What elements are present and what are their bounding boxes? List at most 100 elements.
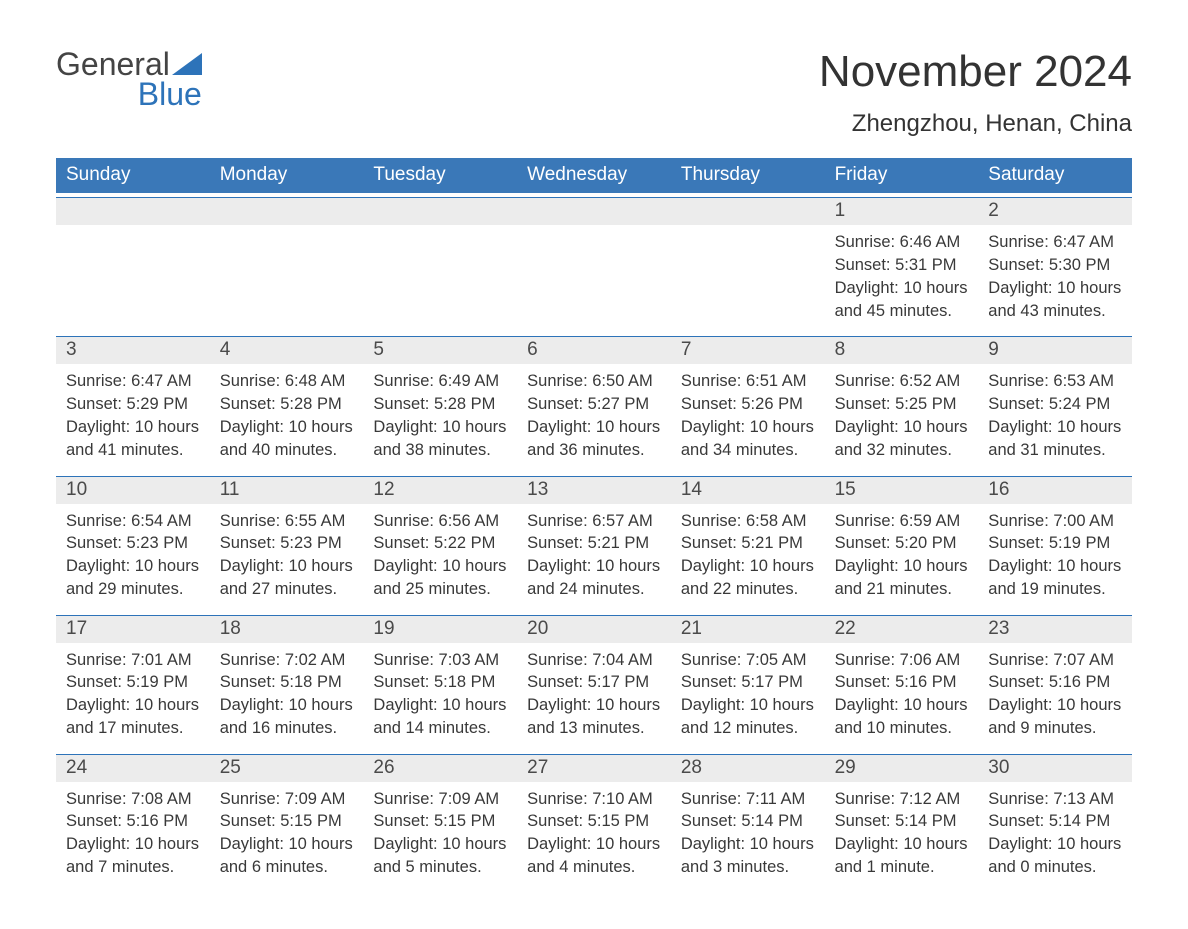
- sunrise-text: Sunrise: 7:09 AM: [373, 788, 513, 811]
- sunset-text: Sunset: 5:23 PM: [220, 532, 360, 555]
- day-number: [210, 197, 364, 225]
- day-cell: 13Sunrise: 6:57 AMSunset: 5:21 PMDayligh…: [517, 476, 671, 611]
- sunset-text: Sunset: 5:21 PM: [681, 532, 821, 555]
- day-details: Sunrise: 6:59 AMSunset: 5:20 PMDaylight:…: [825, 504, 979, 601]
- day-details: Sunrise: 7:05 AMSunset: 5:17 PMDaylight:…: [671, 643, 825, 740]
- daylight-text: Daylight: 10 hours and 7 minutes.: [66, 833, 206, 879]
- daylight-text: Daylight: 10 hours and 17 minutes.: [66, 694, 206, 740]
- sunset-text: Sunset: 5:16 PM: [66, 810, 206, 833]
- day-number: [363, 197, 517, 225]
- day-details: Sunrise: 7:06 AMSunset: 5:16 PMDaylight:…: [825, 643, 979, 740]
- sunrise-text: Sunrise: 6:53 AM: [988, 370, 1128, 393]
- daylight-text: Daylight: 10 hours and 41 minutes.: [66, 416, 206, 462]
- sunset-text: Sunset: 5:20 PM: [835, 532, 975, 555]
- sunrise-text: Sunrise: 6:58 AM: [681, 510, 821, 533]
- day-number: 18: [210, 615, 364, 643]
- day-number: 28: [671, 754, 825, 782]
- day-cell: 18Sunrise: 7:02 AMSunset: 5:18 PMDayligh…: [210, 615, 364, 750]
- sunset-text: Sunset: 5:17 PM: [527, 671, 667, 694]
- sunrise-text: Sunrise: 6:54 AM: [66, 510, 206, 533]
- day-number: 4: [210, 336, 364, 364]
- day-number: 11: [210, 476, 364, 504]
- sunrise-text: Sunrise: 7:11 AM: [681, 788, 821, 811]
- day-number: 15: [825, 476, 979, 504]
- day-details: Sunrise: 7:12 AMSunset: 5:14 PMDaylight:…: [825, 782, 979, 879]
- day-number: 1: [825, 197, 979, 225]
- daylight-text: Daylight: 10 hours and 36 minutes.: [527, 416, 667, 462]
- sunrise-text: Sunrise: 6:47 AM: [988, 231, 1128, 254]
- day-number: 27: [517, 754, 671, 782]
- day-details: Sunrise: 6:46 AMSunset: 5:31 PMDaylight:…: [825, 225, 979, 322]
- sunset-text: Sunset: 5:22 PM: [373, 532, 513, 555]
- sunset-text: Sunset: 5:16 PM: [988, 671, 1128, 694]
- sunrise-text: Sunrise: 7:00 AM: [988, 510, 1128, 533]
- sunset-text: Sunset: 5:30 PM: [988, 254, 1128, 277]
- sunset-text: Sunset: 5:14 PM: [835, 810, 975, 833]
- day-details: Sunrise: 7:00 AMSunset: 5:19 PMDaylight:…: [978, 504, 1132, 601]
- day-cell: 6Sunrise: 6:50 AMSunset: 5:27 PMDaylight…: [517, 336, 671, 471]
- day-details: Sunrise: 7:01 AMSunset: 5:19 PMDaylight:…: [56, 643, 210, 740]
- sunrise-text: Sunrise: 6:46 AM: [835, 231, 975, 254]
- day-details: Sunrise: 7:07 AMSunset: 5:16 PMDaylight:…: [978, 643, 1132, 740]
- sunrise-text: Sunrise: 6:57 AM: [527, 510, 667, 533]
- day-details: Sunrise: 7:13 AMSunset: 5:14 PMDaylight:…: [978, 782, 1132, 879]
- day-number: 22: [825, 615, 979, 643]
- weeks-container: 1Sunrise: 6:46 AMSunset: 5:31 PMDaylight…: [56, 197, 1132, 888]
- day-cell: 14Sunrise: 6:58 AMSunset: 5:21 PMDayligh…: [671, 476, 825, 611]
- sunset-text: Sunset: 5:23 PM: [66, 532, 206, 555]
- sunset-text: Sunset: 5:15 PM: [220, 810, 360, 833]
- week-row: 1Sunrise: 6:46 AMSunset: 5:31 PMDaylight…: [56, 197, 1132, 332]
- sunset-text: Sunset: 5:21 PM: [527, 532, 667, 555]
- day-details: Sunrise: 6:47 AMSunset: 5:29 PMDaylight:…: [56, 364, 210, 461]
- day-cell: 9Sunrise: 6:53 AMSunset: 5:24 PMDaylight…: [978, 336, 1132, 471]
- sunset-text: Sunset: 5:16 PM: [835, 671, 975, 694]
- title-block: November 2024 Zhengzhou, Henan, China: [819, 48, 1132, 138]
- day-details: Sunrise: 6:51 AMSunset: 5:26 PMDaylight:…: [671, 364, 825, 461]
- day-cell: 25Sunrise: 7:09 AMSunset: 5:15 PMDayligh…: [210, 754, 364, 889]
- day-number: 9: [978, 336, 1132, 364]
- sunset-text: Sunset: 5:18 PM: [220, 671, 360, 694]
- day-number: 16: [978, 476, 1132, 504]
- day-number: 21: [671, 615, 825, 643]
- daylight-text: Daylight: 10 hours and 34 minutes.: [681, 416, 821, 462]
- daylight-text: Daylight: 10 hours and 40 minutes.: [220, 416, 360, 462]
- location-label: Zhengzhou, Henan, China: [819, 110, 1132, 138]
- daylight-text: Daylight: 10 hours and 6 minutes.: [220, 833, 360, 879]
- day-number: 13: [517, 476, 671, 504]
- week-row: 10Sunrise: 6:54 AMSunset: 5:23 PMDayligh…: [56, 476, 1132, 611]
- sunrise-text: Sunrise: 7:01 AM: [66, 649, 206, 672]
- day-details: Sunrise: 6:56 AMSunset: 5:22 PMDaylight:…: [363, 504, 517, 601]
- weekday-header: Saturday: [978, 158, 1132, 193]
- day-cell: [363, 197, 517, 332]
- day-cell: 10Sunrise: 6:54 AMSunset: 5:23 PMDayligh…: [56, 476, 210, 611]
- day-number: 25: [210, 754, 364, 782]
- day-cell: 7Sunrise: 6:51 AMSunset: 5:26 PMDaylight…: [671, 336, 825, 471]
- daylight-text: Daylight: 10 hours and 31 minutes.: [988, 416, 1128, 462]
- sunrise-text: Sunrise: 6:59 AM: [835, 510, 975, 533]
- daylight-text: Daylight: 10 hours and 45 minutes.: [835, 277, 975, 323]
- day-number: 2: [978, 197, 1132, 225]
- day-details: Sunrise: 7:10 AMSunset: 5:15 PMDaylight:…: [517, 782, 671, 879]
- day-cell: 1Sunrise: 6:46 AMSunset: 5:31 PMDaylight…: [825, 197, 979, 332]
- sunrise-text: Sunrise: 7:08 AM: [66, 788, 206, 811]
- day-cell: 27Sunrise: 7:10 AMSunset: 5:15 PMDayligh…: [517, 754, 671, 889]
- day-cell: 19Sunrise: 7:03 AMSunset: 5:18 PMDayligh…: [363, 615, 517, 750]
- brand-logo: General Blue: [56, 48, 202, 110]
- sunset-text: Sunset: 5:24 PM: [988, 393, 1128, 416]
- month-title: November 2024: [819, 48, 1132, 96]
- day-cell: 16Sunrise: 7:00 AMSunset: 5:19 PMDayligh…: [978, 476, 1132, 611]
- day-details: Sunrise: 6:57 AMSunset: 5:21 PMDaylight:…: [517, 504, 671, 601]
- day-cell: 24Sunrise: 7:08 AMSunset: 5:16 PMDayligh…: [56, 754, 210, 889]
- weekday-header: Friday: [825, 158, 979, 193]
- sunrise-text: Sunrise: 7:03 AM: [373, 649, 513, 672]
- daylight-text: Daylight: 10 hours and 14 minutes.: [373, 694, 513, 740]
- day-cell: 21Sunrise: 7:05 AMSunset: 5:17 PMDayligh…: [671, 615, 825, 750]
- daylight-text: Daylight: 10 hours and 38 minutes.: [373, 416, 513, 462]
- day-details: Sunrise: 6:53 AMSunset: 5:24 PMDaylight:…: [978, 364, 1132, 461]
- day-number: 19: [363, 615, 517, 643]
- sunset-text: Sunset: 5:17 PM: [681, 671, 821, 694]
- day-cell: 12Sunrise: 6:56 AMSunset: 5:22 PMDayligh…: [363, 476, 517, 611]
- daylight-text: Daylight: 10 hours and 9 minutes.: [988, 694, 1128, 740]
- daylight-text: Daylight: 10 hours and 19 minutes.: [988, 555, 1128, 601]
- sunrise-text: Sunrise: 7:10 AM: [527, 788, 667, 811]
